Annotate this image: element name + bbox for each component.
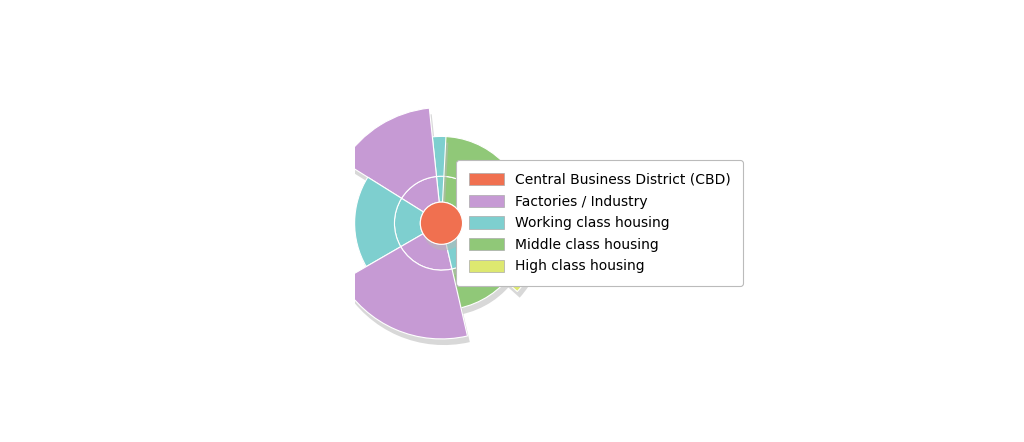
Wedge shape <box>401 176 439 212</box>
Wedge shape <box>404 183 441 218</box>
Wedge shape <box>449 229 490 275</box>
Circle shape <box>423 208 465 251</box>
Wedge shape <box>441 137 528 310</box>
Wedge shape <box>446 223 488 269</box>
Wedge shape <box>354 177 401 267</box>
Wedge shape <box>341 247 467 339</box>
Wedge shape <box>443 183 490 276</box>
Wedge shape <box>357 183 404 273</box>
Wedge shape <box>394 198 424 247</box>
Legend: Central Business District (CBD), Factories / Industry, Working class housing, Mi: Central Business District (CBD), Factori… <box>457 160 743 286</box>
Wedge shape <box>343 108 436 198</box>
Wedge shape <box>435 143 449 183</box>
Wedge shape <box>443 143 530 316</box>
Circle shape <box>420 202 463 244</box>
Wedge shape <box>476 230 543 292</box>
Wedge shape <box>432 137 446 176</box>
Wedge shape <box>403 240 455 276</box>
Wedge shape <box>436 176 443 202</box>
Wedge shape <box>478 236 545 297</box>
Wedge shape <box>346 114 439 205</box>
Wedge shape <box>400 234 452 270</box>
Wedge shape <box>439 183 446 208</box>
Wedge shape <box>397 205 426 253</box>
Wedge shape <box>344 253 470 345</box>
Wedge shape <box>441 176 488 270</box>
